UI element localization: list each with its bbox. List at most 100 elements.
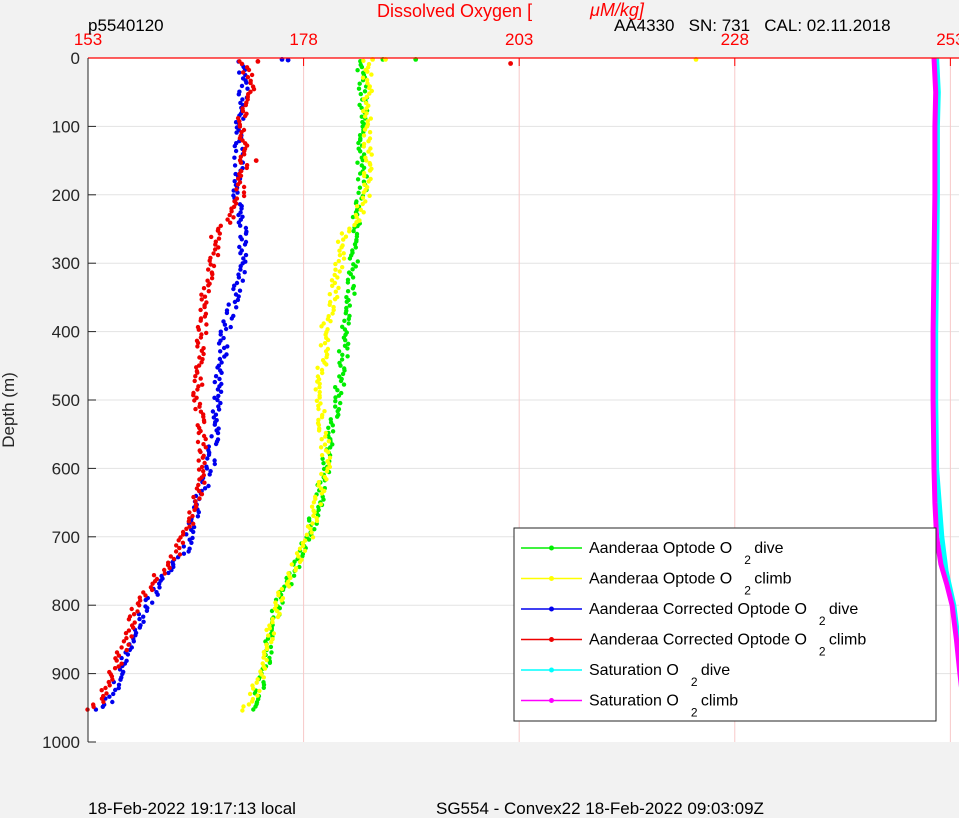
- data-point: [316, 417, 321, 423]
- data-point: [135, 609, 140, 614]
- data-point: [242, 148, 247, 154]
- data-point: [369, 152, 374, 157]
- data-point: [286, 584, 292, 589]
- data-point: [343, 234, 349, 239]
- data-point: [177, 552, 183, 557]
- data-point: [196, 327, 201, 332]
- data-point: [171, 556, 177, 562]
- data-point: [210, 409, 216, 414]
- data-point: [362, 89, 368, 94]
- data-point: [335, 409, 340, 414]
- data-point: [242, 242, 248, 247]
- legend-suffix: climb: [829, 632, 866, 649]
- data-point: [219, 370, 224, 375]
- data-point: [238, 154, 243, 159]
- data-point: [362, 114, 368, 119]
- data-point: [221, 345, 227, 351]
- data-point: [251, 707, 256, 712]
- data-point: [234, 201, 239, 206]
- data-point: [337, 253, 343, 258]
- data-point: [201, 286, 207, 291]
- data-point: [249, 699, 255, 704]
- data-point: [119, 661, 124, 666]
- data-point: [215, 430, 221, 436]
- data-point: [116, 685, 121, 691]
- data-point: [208, 262, 213, 267]
- data-point: [234, 187, 239, 192]
- data-point: [335, 239, 341, 244]
- legend-subscript: 2: [819, 645, 826, 659]
- data-point: [195, 387, 200, 392]
- data-point: [234, 130, 239, 135]
- data-point: [241, 704, 246, 709]
- data-point: [336, 393, 342, 398]
- data-point: [306, 537, 312, 542]
- data-point: [345, 280, 351, 285]
- data-point: [327, 292, 332, 297]
- data-point: [318, 502, 323, 507]
- data-point: [203, 445, 208, 450]
- data-point: [352, 291, 357, 296]
- data-point: [196, 458, 201, 463]
- data-point: [236, 92, 241, 97]
- data-point: [236, 212, 241, 218]
- data-point: [313, 496, 318, 502]
- data-point: [335, 414, 340, 419]
- series-saturation-o-climb: [930, 57, 959, 688]
- data-point: [216, 341, 222, 346]
- data-point: [323, 349, 329, 354]
- data-point: [141, 614, 146, 619]
- data-point: [308, 526, 313, 531]
- data-point: [326, 425, 331, 430]
- data-point: [198, 318, 203, 323]
- data-point: [199, 292, 204, 297]
- data-point: [176, 538, 181, 543]
- data-point: [327, 302, 332, 307]
- data-point: [186, 519, 191, 524]
- data-point: [345, 289, 351, 294]
- data-point: [112, 666, 118, 671]
- data-point: [359, 114, 364, 119]
- data-point: [329, 278, 335, 283]
- data-point: [367, 168, 373, 173]
- data-point: [143, 593, 148, 598]
- data-point: [187, 510, 192, 515]
- data-point: [360, 201, 365, 207]
- data-point: [235, 190, 240, 195]
- series-aanderaa-optode-o-climb: [240, 57, 699, 713]
- data-point: [199, 492, 205, 497]
- data-point: [242, 152, 247, 157]
- data-point: [143, 597, 148, 603]
- data-point: [202, 314, 208, 319]
- data-point: [237, 288, 243, 293]
- data-point: [254, 680, 259, 685]
- data-point: [314, 518, 320, 524]
- data-point: [261, 685, 266, 690]
- legend-swatch-marker: [549, 576, 554, 581]
- y-axis-label: Depth (m): [0, 372, 18, 448]
- outlier-point: [285, 57, 291, 63]
- data-point: [309, 504, 315, 509]
- data-point: [275, 614, 281, 620]
- data-point: [347, 256, 353, 261]
- data-point: [342, 318, 347, 323]
- data-point: [362, 173, 367, 179]
- data-point: [335, 388, 340, 393]
- data-point: [357, 185, 363, 190]
- data-point: [315, 365, 320, 370]
- series-line: [930, 57, 959, 688]
- data-point: [198, 335, 204, 340]
- data-point: [333, 404, 338, 409]
- data-point: [212, 247, 218, 252]
- data-point: [245, 86, 250, 91]
- data-point: [333, 261, 338, 267]
- data-point: [362, 182, 367, 187]
- data-point: [322, 341, 328, 346]
- data-point: [211, 251, 216, 256]
- data-point: [367, 130, 373, 135]
- data-point: [357, 133, 363, 138]
- data-point: [212, 379, 217, 385]
- legend-label: Aanderaa Optode O: [589, 540, 732, 557]
- data-point: [316, 428, 322, 433]
- data-point: [352, 222, 357, 228]
